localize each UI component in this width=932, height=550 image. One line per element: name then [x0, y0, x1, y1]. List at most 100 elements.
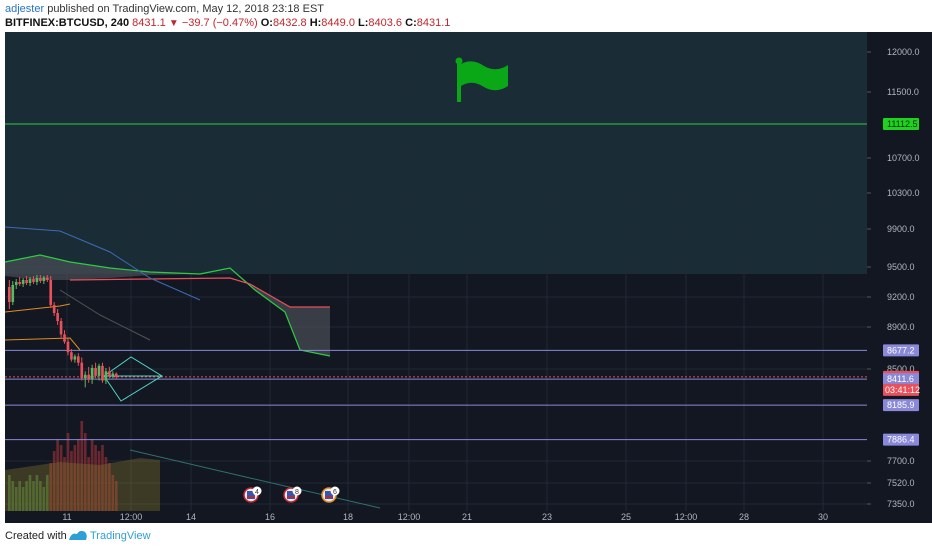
x-tick-label: 21 [462, 512, 472, 522]
volume-bar [25, 481, 28, 511]
author-name[interactable]: adjester [5, 3, 45, 15]
volume-bar [59, 445, 63, 511]
horizontal-levels [5, 123, 867, 441]
y-tick-label: 7520.0 [887, 478, 915, 488]
flag-icon [455, 57, 508, 102]
y-tick-label: 11500.0 [887, 87, 919, 97]
x-tick-label: 12:00 [120, 512, 143, 522]
cloud-fill [5, 255, 330, 356]
volume-bar [66, 433, 70, 511]
event-flag-icon: 8 [283, 486, 302, 503]
volume-bar [45, 475, 49, 511]
volume-bar [104, 457, 108, 511]
countdown-label: 03:41:12 [885, 385, 920, 395]
candle-body [97, 365, 101, 376]
candle-body [108, 371, 111, 376]
y-tick-label: 12000.0 [887, 47, 920, 57]
x-tick-label: 18 [343, 512, 353, 522]
volume-bar [28, 475, 32, 511]
y-tick-label: 9900.0 [887, 224, 915, 234]
level-label: 8677.2 [887, 345, 915, 355]
volume-bar [49, 463, 53, 511]
candle-body [56, 313, 59, 321]
candle-body [66, 341, 70, 353]
candle-body [18, 282, 21, 284]
diamond-pattern [103, 356, 163, 402]
level-label-bg [883, 117, 919, 130]
candle-body [114, 373, 118, 377]
y-tick-label: 10300.0 [887, 188, 920, 198]
created-with-label: Created with [5, 530, 67, 542]
candle-body [83, 374, 87, 379]
event-count-badge [330, 486, 340, 496]
x-tick-label: 30 [818, 512, 828, 522]
volume-bar [90, 439, 94, 511]
footer: Created with TradingView [0, 523, 932, 550]
grid-lines [5, 32, 867, 511]
event-flag-bg [287, 491, 295, 499]
event-markers: 4 8 6 [243, 486, 340, 503]
candle-body [52, 305, 56, 313]
volume-bar [83, 433, 87, 511]
low-value: 8403.6 [368, 17, 403, 29]
volume-bar [94, 445, 97, 511]
volume-average-area [5, 458, 160, 511]
volume-bar [114, 481, 118, 511]
volume-bar [108, 463, 111, 511]
symbol-label: BITFINEX:BTCUSD, 240 [5, 17, 130, 29]
x-tick-label: 14 [186, 512, 196, 522]
time-axis[interactable] [5, 511, 867, 523]
volume-bar [63, 457, 66, 511]
x-tick-label: 12:00 [675, 512, 698, 522]
candle-body [11, 285, 15, 302]
candle-body [49, 280, 53, 305]
candle-body [32, 279, 35, 282]
level-label-bg [883, 433, 919, 446]
volume-bar [73, 445, 77, 511]
span-b-line [69, 277, 330, 308]
price-chart[interactable]: 4 8 6 12000.0 11500.0 10700.0 10300.0 9900.0 95… [0, 0, 932, 523]
volume-bar [21, 487, 25, 511]
candle-body [111, 373, 115, 376]
candle-body [63, 334, 66, 342]
volume-bar [32, 481, 35, 511]
event-count: 8 [295, 489, 299, 496]
event-flag-bg [247, 491, 255, 499]
open-value: 8432.8 [272, 17, 307, 29]
y-tick-label: 8900.0 [887, 322, 915, 332]
candle-body [35, 278, 39, 282]
y-tick-label: 10700.0 [887, 153, 920, 163]
candle-body [104, 371, 108, 381]
event-flag-icon: 4 [243, 486, 262, 503]
publish-info: adjester published on TradingView.com, M… [5, 3, 324, 15]
volume-bar [87, 457, 90, 511]
high-value: 8449.0 [321, 17, 355, 29]
candle-body [39, 278, 42, 281]
close-key: C: [405, 17, 417, 29]
level-labels: 11112.58677.28431.18411.68185.97886.403:… [883, 117, 920, 446]
tenkan-line [4, 303, 71, 313]
low-key: L: [358, 17, 369, 29]
ohlc-line: BITFINEX:BTCUSD, 240 8431.1 ▼ −39.7 (−0.… [5, 17, 450, 29]
candle-body [94, 367, 97, 376]
y-tick-label: 8500.0 [887, 364, 915, 374]
kijun-line [4, 226, 201, 301]
published-text: published on TradingView.com, May 12, 20… [44, 3, 325, 15]
trend-line [129, 449, 381, 509]
price-axis[interactable] [867, 32, 932, 523]
volume-bar [35, 475, 39, 511]
tradingview-link[interactable]: TradingView [90, 530, 151, 542]
volume-bar [56, 439, 59, 511]
x-tick-label: 28 [739, 512, 749, 522]
volume-bar [39, 481, 42, 511]
level-label: 7886.4 [887, 435, 915, 445]
candles [8, 275, 118, 388]
event-count-badge [252, 486, 262, 496]
candle-body [14, 282, 18, 285]
candle-body [101, 365, 104, 381]
level-label: 8411.6 [887, 374, 914, 384]
volume-bar [97, 451, 101, 511]
level-label-bg [883, 373, 919, 386]
tenkan-line-lower [4, 337, 81, 351]
candle-body [28, 279, 32, 283]
